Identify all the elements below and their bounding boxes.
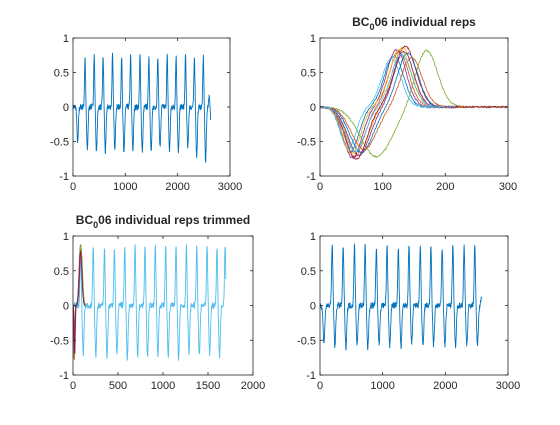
y-tick-label-0-4: 1: [63, 33, 69, 45]
x-tick-label-1-3: 300: [499, 181, 517, 193]
title-part-2-0: BC: [76, 213, 94, 227]
title-part-2-2: 06 individual reps trimmed: [98, 213, 250, 227]
y-tick-label-3-2: 0: [310, 301, 316, 313]
y-tick-label-1-0: -1: [306, 171, 316, 183]
series-line-2-0: [73, 244, 227, 361]
y-tick-label-2-3: 0.5: [54, 266, 69, 278]
y-tick-label-1-2: 0: [310, 102, 316, 114]
x-tick-label-2-1: 500: [109, 380, 127, 392]
y-tick-label-2-0: -1: [59, 370, 69, 382]
y-tick-label-0-1: -0.5: [50, 137, 69, 149]
title-part-1-2: 06 individual reps: [374, 15, 476, 29]
series-line-1-10: [320, 51, 458, 157]
y-tick-label-2-2: 0: [63, 301, 69, 313]
axes-box-0: [72, 37, 231, 177]
series-line-1-8: [320, 56, 465, 151]
x-tick-label-3-3: 3000: [496, 380, 520, 392]
x-tick-label-0-3: 3000: [218, 181, 242, 193]
y-tick-label-0-3: 0.5: [54, 68, 69, 80]
x-tick-label-2-4: 2000: [241, 380, 265, 392]
y-tick-label-1-1: -0.5: [297, 137, 316, 149]
chart-title-1: BC006 individual reps: [352, 15, 476, 32]
subplot-bottom-right: 0 1000 2000 3000 -1 -0.5 0 0.5 1: [297, 231, 520, 392]
y-tick-label-3-3: 0.5: [301, 266, 316, 278]
title-part-2-1: 0: [93, 220, 98, 230]
subplot-top-left: 0 1000 2000 3000 -1 -0.5 0 0.5 1: [50, 33, 242, 193]
series-line-1-5: [320, 57, 446, 150]
series-line-1-7: [320, 52, 462, 154]
x-tick-label-1-0: 0: [317, 181, 323, 193]
x-tick-label-2-2: 1000: [151, 380, 175, 392]
y-tick-label-1-3: 0.5: [301, 68, 316, 80]
y-tick-label-3-1: -0.5: [297, 335, 316, 347]
x-tick-label-0-0: 0: [70, 181, 76, 193]
x-tick-label-2-0: 0: [70, 380, 76, 392]
series-line-0-0: [73, 52, 212, 163]
chart-title-2: BC006 individual reps trimmed: [76, 213, 250, 230]
title-part-1-0: BC: [352, 15, 370, 29]
title-part-1-1: 0: [369, 22, 374, 32]
x-tick-label-3-2: 2000: [433, 380, 457, 392]
y-tick-label-2-1: -0.5: [50, 335, 69, 347]
y-tick-label-0-2: 0: [63, 102, 69, 114]
x-tick-label-0-1: 1000: [113, 181, 137, 193]
x-tick-label-2-3: 1500: [196, 380, 220, 392]
x-tick-label-3-0: 0: [317, 380, 323, 392]
y-tick-label-0-0: -1: [59, 171, 69, 183]
x-tick-label-1-2: 200: [436, 181, 454, 193]
y-tick-label-3-0: -1: [306, 370, 316, 382]
series-line-1-11: [320, 52, 455, 152]
y-tick-label-2-4: 1: [63, 231, 69, 243]
series-line-3-0: [320, 243, 482, 351]
series-line-2-6: [73, 251, 86, 355]
x-tick-label-0-2: 2000: [165, 181, 189, 193]
y-tick-label-1-4: 1: [310, 33, 316, 45]
x-tick-label-3-1: 1000: [370, 380, 394, 392]
x-tick-label-1-1: 100: [373, 181, 391, 193]
y-tick-label-3-4: 1: [310, 231, 316, 243]
